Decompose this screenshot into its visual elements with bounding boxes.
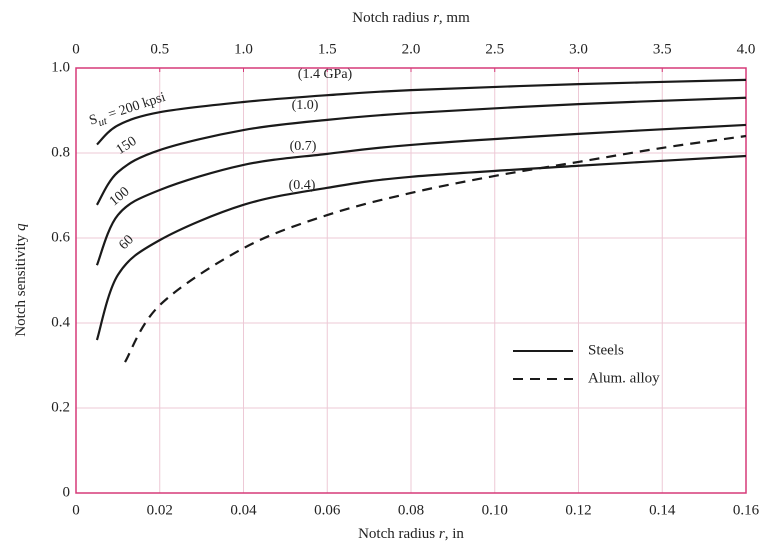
axis-title-part: , in [445, 526, 465, 542]
x-tick-label: 0.08 [398, 502, 424, 518]
axis-title-part: Notch sensitivity [13, 231, 29, 337]
x-tick-label: 0.02 [147, 502, 173, 518]
axis-title: Notch sensitivity q [13, 223, 29, 337]
axis-title-part: Notch radius [352, 10, 433, 26]
curve-label-text: 150 [114, 134, 140, 158]
curve [124, 134, 747, 363]
y-tick-label: 1.0 [51, 59, 70, 75]
y-tick-label: 0.8 [51, 144, 70, 160]
x-tick-label: 0.16 [733, 502, 760, 518]
si-label: (1.4 GPa) [298, 67, 353, 82]
axis-title-part: Notch radius [358, 526, 439, 542]
axis-title-part: , mm [439, 10, 470, 26]
y-tick-label: 0.4 [51, 314, 70, 330]
y-tick-label: 0.2 [51, 399, 70, 415]
axis-title-part: r [439, 526, 445, 542]
x-tick-label: 0.06 [314, 502, 341, 518]
axis-title: Notch radius r, mm [352, 10, 470, 26]
x2-tick-label: 1.5 [318, 41, 337, 57]
x2-tick-label: 3.0 [569, 41, 588, 57]
x2-tick-label: 0.5 [150, 41, 169, 57]
y-tick-label: 0 [63, 484, 71, 500]
x2-tick-label: 1.0 [234, 41, 253, 57]
curve [95, 96, 747, 206]
curve-label: 150 [114, 134, 140, 158]
plot-frame [75, 67, 747, 494]
x2-tick-label: 3.5 [653, 41, 672, 57]
y-tick-label: 0.6 [51, 229, 70, 245]
curve [96, 78, 747, 146]
si-label: (0.4) [289, 178, 316, 193]
x-tick-label: 0.14 [649, 502, 676, 518]
si-label: (1.0) [292, 98, 319, 113]
legend-label: Steels [588, 342, 624, 358]
axis-title: Notch radius r, in [358, 526, 464, 542]
curve [95, 123, 747, 266]
x2-tick-label: 2.0 [402, 41, 421, 57]
x-tick-label: 0.10 [482, 502, 508, 518]
x-tick-label: 0 [72, 502, 80, 518]
axis-title-part: q [13, 223, 29, 231]
x-tick-label: 0.04 [230, 502, 257, 518]
x2-tick-label: 4.0 [737, 41, 756, 57]
curve-label-text: 60 [116, 233, 137, 254]
axis-title-part: r [433, 10, 439, 26]
curve-label: Sut = 200 kpsi [88, 90, 169, 131]
curve-label: 60 [116, 233, 137, 254]
x2-tick-label: 2.5 [485, 41, 504, 57]
si-label: (0.7) [290, 139, 317, 154]
legend-label: Alum. alloy [588, 370, 660, 386]
x-tick-label: 0.12 [565, 502, 591, 518]
curve [95, 154, 747, 341]
x2-tick-label: 0 [72, 41, 80, 57]
